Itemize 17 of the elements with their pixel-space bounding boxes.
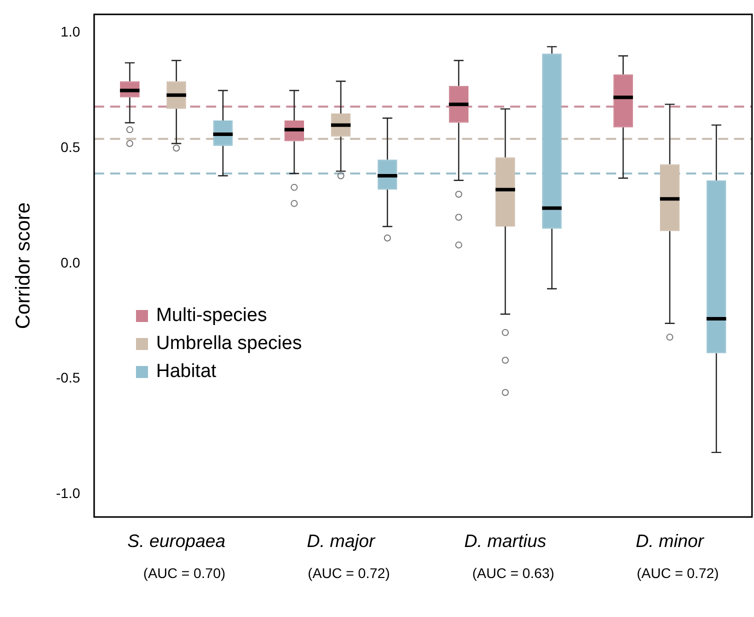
y-tick-label: 0.5 xyxy=(60,138,80,155)
x-tick-label: D. minor xyxy=(636,530,705,551)
legend-label: Umbrella species xyxy=(156,332,302,356)
text: (AUC = 0.72) xyxy=(308,564,390,581)
text: (AUC = 0.70) xyxy=(143,564,226,581)
x-tick-label: S. europaea xyxy=(127,530,226,551)
y-tick-label: 0.0 xyxy=(60,254,80,270)
y-tick-label: 1.0 xyxy=(60,24,80,40)
legend-label: Multi-species xyxy=(156,304,267,328)
y-tick-label: -1.0 xyxy=(56,484,80,501)
text: (AUC = 0.63) xyxy=(472,564,554,581)
legend-label: Habitat xyxy=(156,360,216,384)
y-axis-title: Corridor score xyxy=(12,202,35,330)
x-tick-label: D. martius xyxy=(464,530,546,551)
x-tick-label: D. major xyxy=(306,530,376,551)
text: (AUC = 0.72) xyxy=(636,564,719,581)
y-tick-label: -0.5 xyxy=(56,370,80,386)
